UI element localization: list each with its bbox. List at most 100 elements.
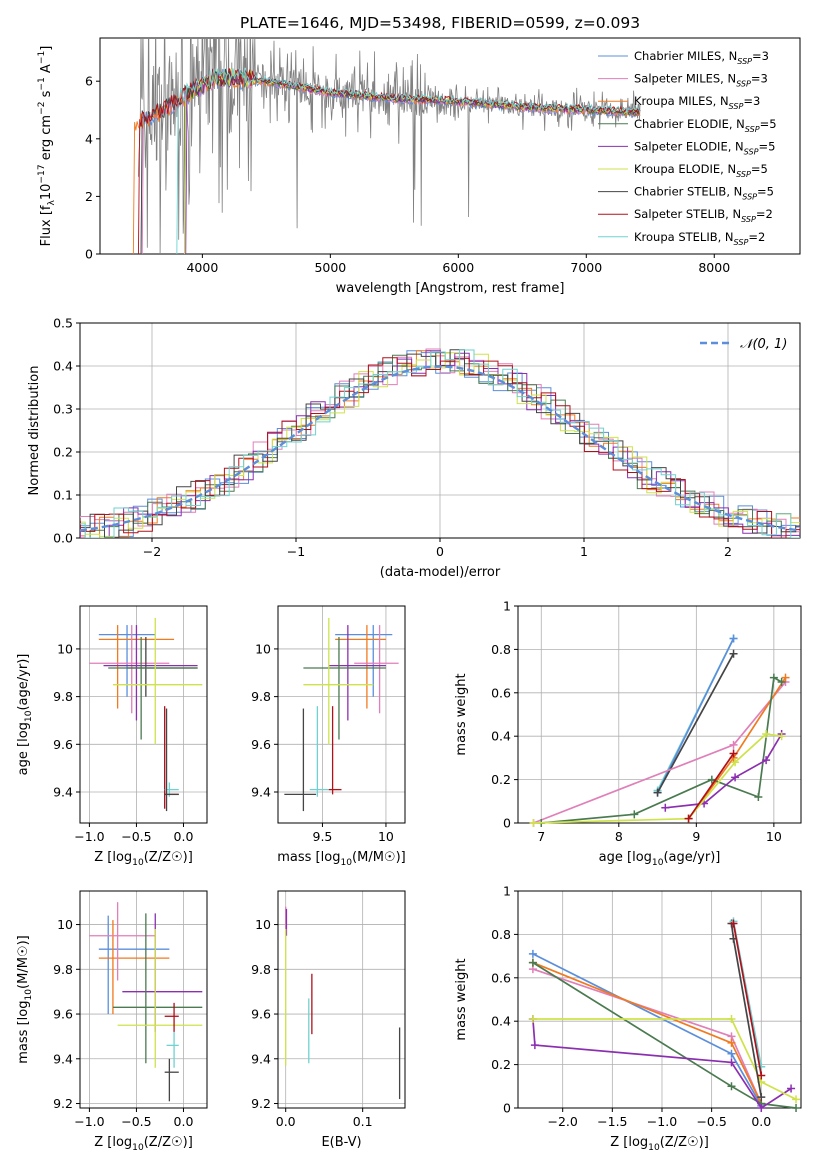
error-bars — [89, 617, 203, 812]
mass-weight-marker — [757, 1093, 766, 1102]
x-tick-label: 5000 — [314, 260, 346, 275]
mass-weight-marker — [729, 649, 738, 658]
spectrum-panel: 4000 5000 6000 7000 8000 0 2 4 6 wavelength [Angs… — [37, 37, 801, 296]
axes-frame — [79, 605, 208, 824]
mass-weight-marker — [762, 730, 771, 739]
y-tick-label: 9.4 — [53, 1051, 73, 1066]
y-tick-label: 9.2 — [53, 1096, 73, 1111]
x-tick-label: 0.0 — [751, 1114, 771, 1129]
y-tick-label: 9.8 — [251, 962, 271, 977]
legend-label: Salpeter STELIB, NSSP=2 — [634, 207, 773, 224]
x-tick-label: −0.5 — [696, 1114, 726, 1129]
x-tick-label: 0.0 — [174, 1114, 194, 1129]
model-spectrum-line — [138, 68, 641, 254]
x-tick-label: 6000 — [442, 260, 474, 275]
mass-weight-marker — [781, 673, 790, 682]
mass-weight-marker — [754, 792, 763, 801]
mass-weight-line — [533, 733, 782, 824]
y-tick-label: 9.6 — [53, 1007, 73, 1022]
y-tick-label: 9.4 — [251, 785, 271, 800]
x-axis-label: Z [log10(Z/Z☉)] — [610, 1135, 709, 1153]
y-tick-label: 10 — [57, 917, 73, 932]
mass-weight-line — [656, 653, 735, 794]
legend-label: Kroupa ELODIE, NSSP=5 — [634, 162, 768, 179]
y-axis-label: mass weight — [454, 958, 469, 1040]
mass-weight-marker — [769, 673, 778, 682]
y-tick-label: 10 — [255, 641, 271, 656]
mass-weight-lines — [529, 634, 790, 827]
mass-weight-marker — [727, 1038, 736, 1047]
histogram-line — [80, 352, 800, 538]
y-tick-label: 0.1 — [53, 488, 73, 503]
axes-frame — [99, 37, 801, 255]
error-bars — [285, 906, 401, 1100]
mass-weight-marker — [727, 1058, 736, 1067]
x-tick-label: −0.5 — [121, 1114, 151, 1129]
x-axis-label: age [log10(age/yr)] — [599, 850, 721, 868]
mass-weight-line — [533, 681, 787, 824]
x-tick-label: 9 — [692, 829, 700, 844]
x-tick-label: 1 — [580, 544, 588, 559]
y-tick-label: 10 — [255, 917, 271, 932]
x-tick-label: 10 — [378, 829, 394, 844]
mass-weight-marker — [792, 1095, 801, 1104]
y-tick-label: 1 — [503, 884, 511, 899]
histogram-line — [80, 352, 800, 537]
x-tick-label: 4000 — [186, 260, 218, 275]
y-tick-label: 0.2 — [491, 1057, 511, 1072]
spectrum-lines — [132, 38, 641, 254]
x-tick-label: −1.0 — [74, 829, 104, 844]
axes-frame — [517, 605, 802, 824]
y-tick-label: 2 — [85, 189, 93, 204]
y-tick-label: 1 — [503, 599, 511, 614]
error-bars — [284, 617, 399, 812]
mass-weight-line — [532, 1018, 797, 1101]
mass-weight-marker — [757, 1062, 766, 1071]
mass-weight-marker — [661, 803, 670, 812]
x-tick-label: −1.0 — [647, 1114, 677, 1129]
y-tick-label: 0.2 — [491, 772, 511, 787]
x-tick-label: −0.5 — [121, 829, 151, 844]
x-tick-label: −2 — [143, 544, 161, 559]
y-tick-label: 6 — [85, 74, 93, 89]
y-tick-label: 0.2 — [53, 445, 73, 460]
x-tick-label: 10 — [766, 829, 782, 844]
grid-lines — [80, 606, 207, 823]
legend-label: Chabrier ELODIE, NSSP=5 — [634, 117, 777, 134]
y-tick-label: 0 — [503, 1101, 511, 1116]
spectrum-legend: Chabrier MILES, NSSP=3 Salpeter MILES, NS… — [598, 49, 777, 247]
y-tick-label: 4 — [85, 131, 93, 146]
axes-frame — [277, 605, 406, 824]
y-axis-label: age [log10(age/yr)] — [16, 654, 34, 776]
age-vs-metallicity-panel: −1.0 −0.5 0.0 9.4 9.6 9.8 10 Z [log10(Z/Z☉)] age… — [16, 605, 208, 868]
axes-frame — [277, 890, 406, 1109]
mass-weight-line — [656, 638, 735, 793]
mass-weight-marker — [757, 1104, 766, 1112]
mass-weight-marker — [528, 1015, 537, 1024]
x-axis-label: (data-model)/error — [380, 565, 501, 580]
mass-weight-marker — [729, 919, 738, 928]
mass-weight-vs-age-panel: 7 8 9 10 0 0.2 0.4 0.6 0.8 1 age [log10(age/yr)] ma… — [454, 599, 802, 868]
mass-weight-marker — [731, 773, 740, 782]
histogram-line — [80, 349, 800, 538]
mass-weight-marker — [787, 1084, 796, 1093]
observed-spectrum-line — [138, 38, 641, 254]
y-tick-label: 0.3 — [53, 402, 73, 417]
mass-weight-marker — [528, 958, 537, 967]
x-tick-label: 7000 — [570, 260, 602, 275]
x-tick-label: −1 — [287, 544, 305, 559]
mass-weight-line — [687, 753, 735, 820]
mass-weight-marker — [529, 819, 538, 827]
y-tick-label: 9.6 — [251, 737, 271, 752]
legend-label: Salpeter MILES, NSSP=3 — [634, 72, 768, 89]
mass-weight-marker — [777, 677, 786, 686]
mass-weight-line — [541, 676, 783, 824]
y-axis-label: Normed distribution — [27, 366, 42, 496]
y-tick-label: 0.4 — [491, 1014, 511, 1029]
y-tick-label: 0.5 — [53, 316, 73, 331]
mass-weight-marker — [757, 1071, 766, 1080]
x-tick-label: −1.0 — [74, 1114, 104, 1129]
y-tick-label: 9.2 — [251, 1096, 271, 1111]
x-axis-label: E(B-V) — [321, 1135, 361, 1150]
